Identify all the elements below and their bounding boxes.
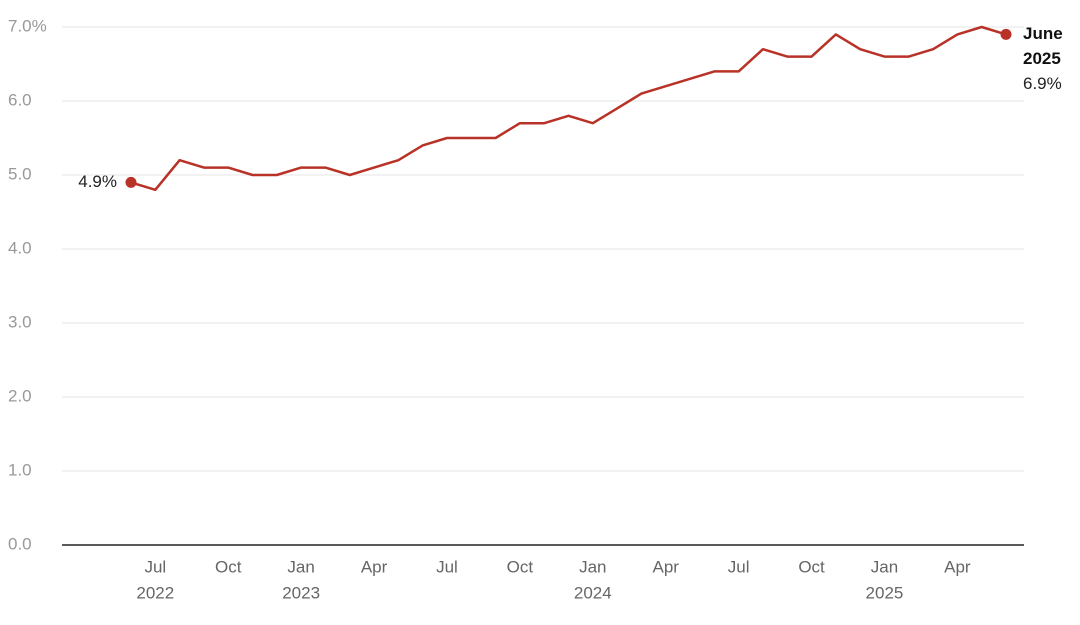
x-tick-year: 2024 [574,583,612,602]
x-tick-year: 2025 [866,583,904,602]
end-value-label: 6.9% [1023,74,1062,93]
x-tick-label: Jan [287,557,314,576]
end-label: June [1023,24,1063,43]
y-tick-label: 2.0 [8,386,32,405]
y-tick-label: 7.0% [8,16,47,35]
y-tick-label: 6.0 [8,90,32,109]
y-tick-label: 3.0 [8,312,32,331]
line [130,25,1007,192]
y-tick-label: 1.0 [8,460,32,479]
x-tick-label: Jan [579,557,606,576]
end-label: 2025 [1023,49,1061,68]
x-tick-year: 2023 [282,583,320,602]
x-tick-label: Jul [728,557,750,576]
x-tick-label: Jan [871,557,898,576]
x-tick-label: Jul [436,557,458,576]
x-tick-year: 2022 [136,583,174,602]
y-tick-label: 4.0 [8,238,32,257]
end-point [1000,28,1012,40]
start-label: 4.9% [78,172,117,191]
y-tick-label: 0.0 [8,534,32,553]
x-tick-label: Oct [798,557,825,576]
x-tick-label: Apr [361,557,388,576]
end-point [125,176,137,188]
x-tick-label: Jul [144,557,166,576]
x-tick-label: Oct [507,557,534,576]
x-tick-label: Apr [652,557,679,576]
x-tick-label: Oct [215,557,242,576]
x-tick-label: Apr [944,557,971,576]
y-tick-label: 5.0 [8,164,32,183]
